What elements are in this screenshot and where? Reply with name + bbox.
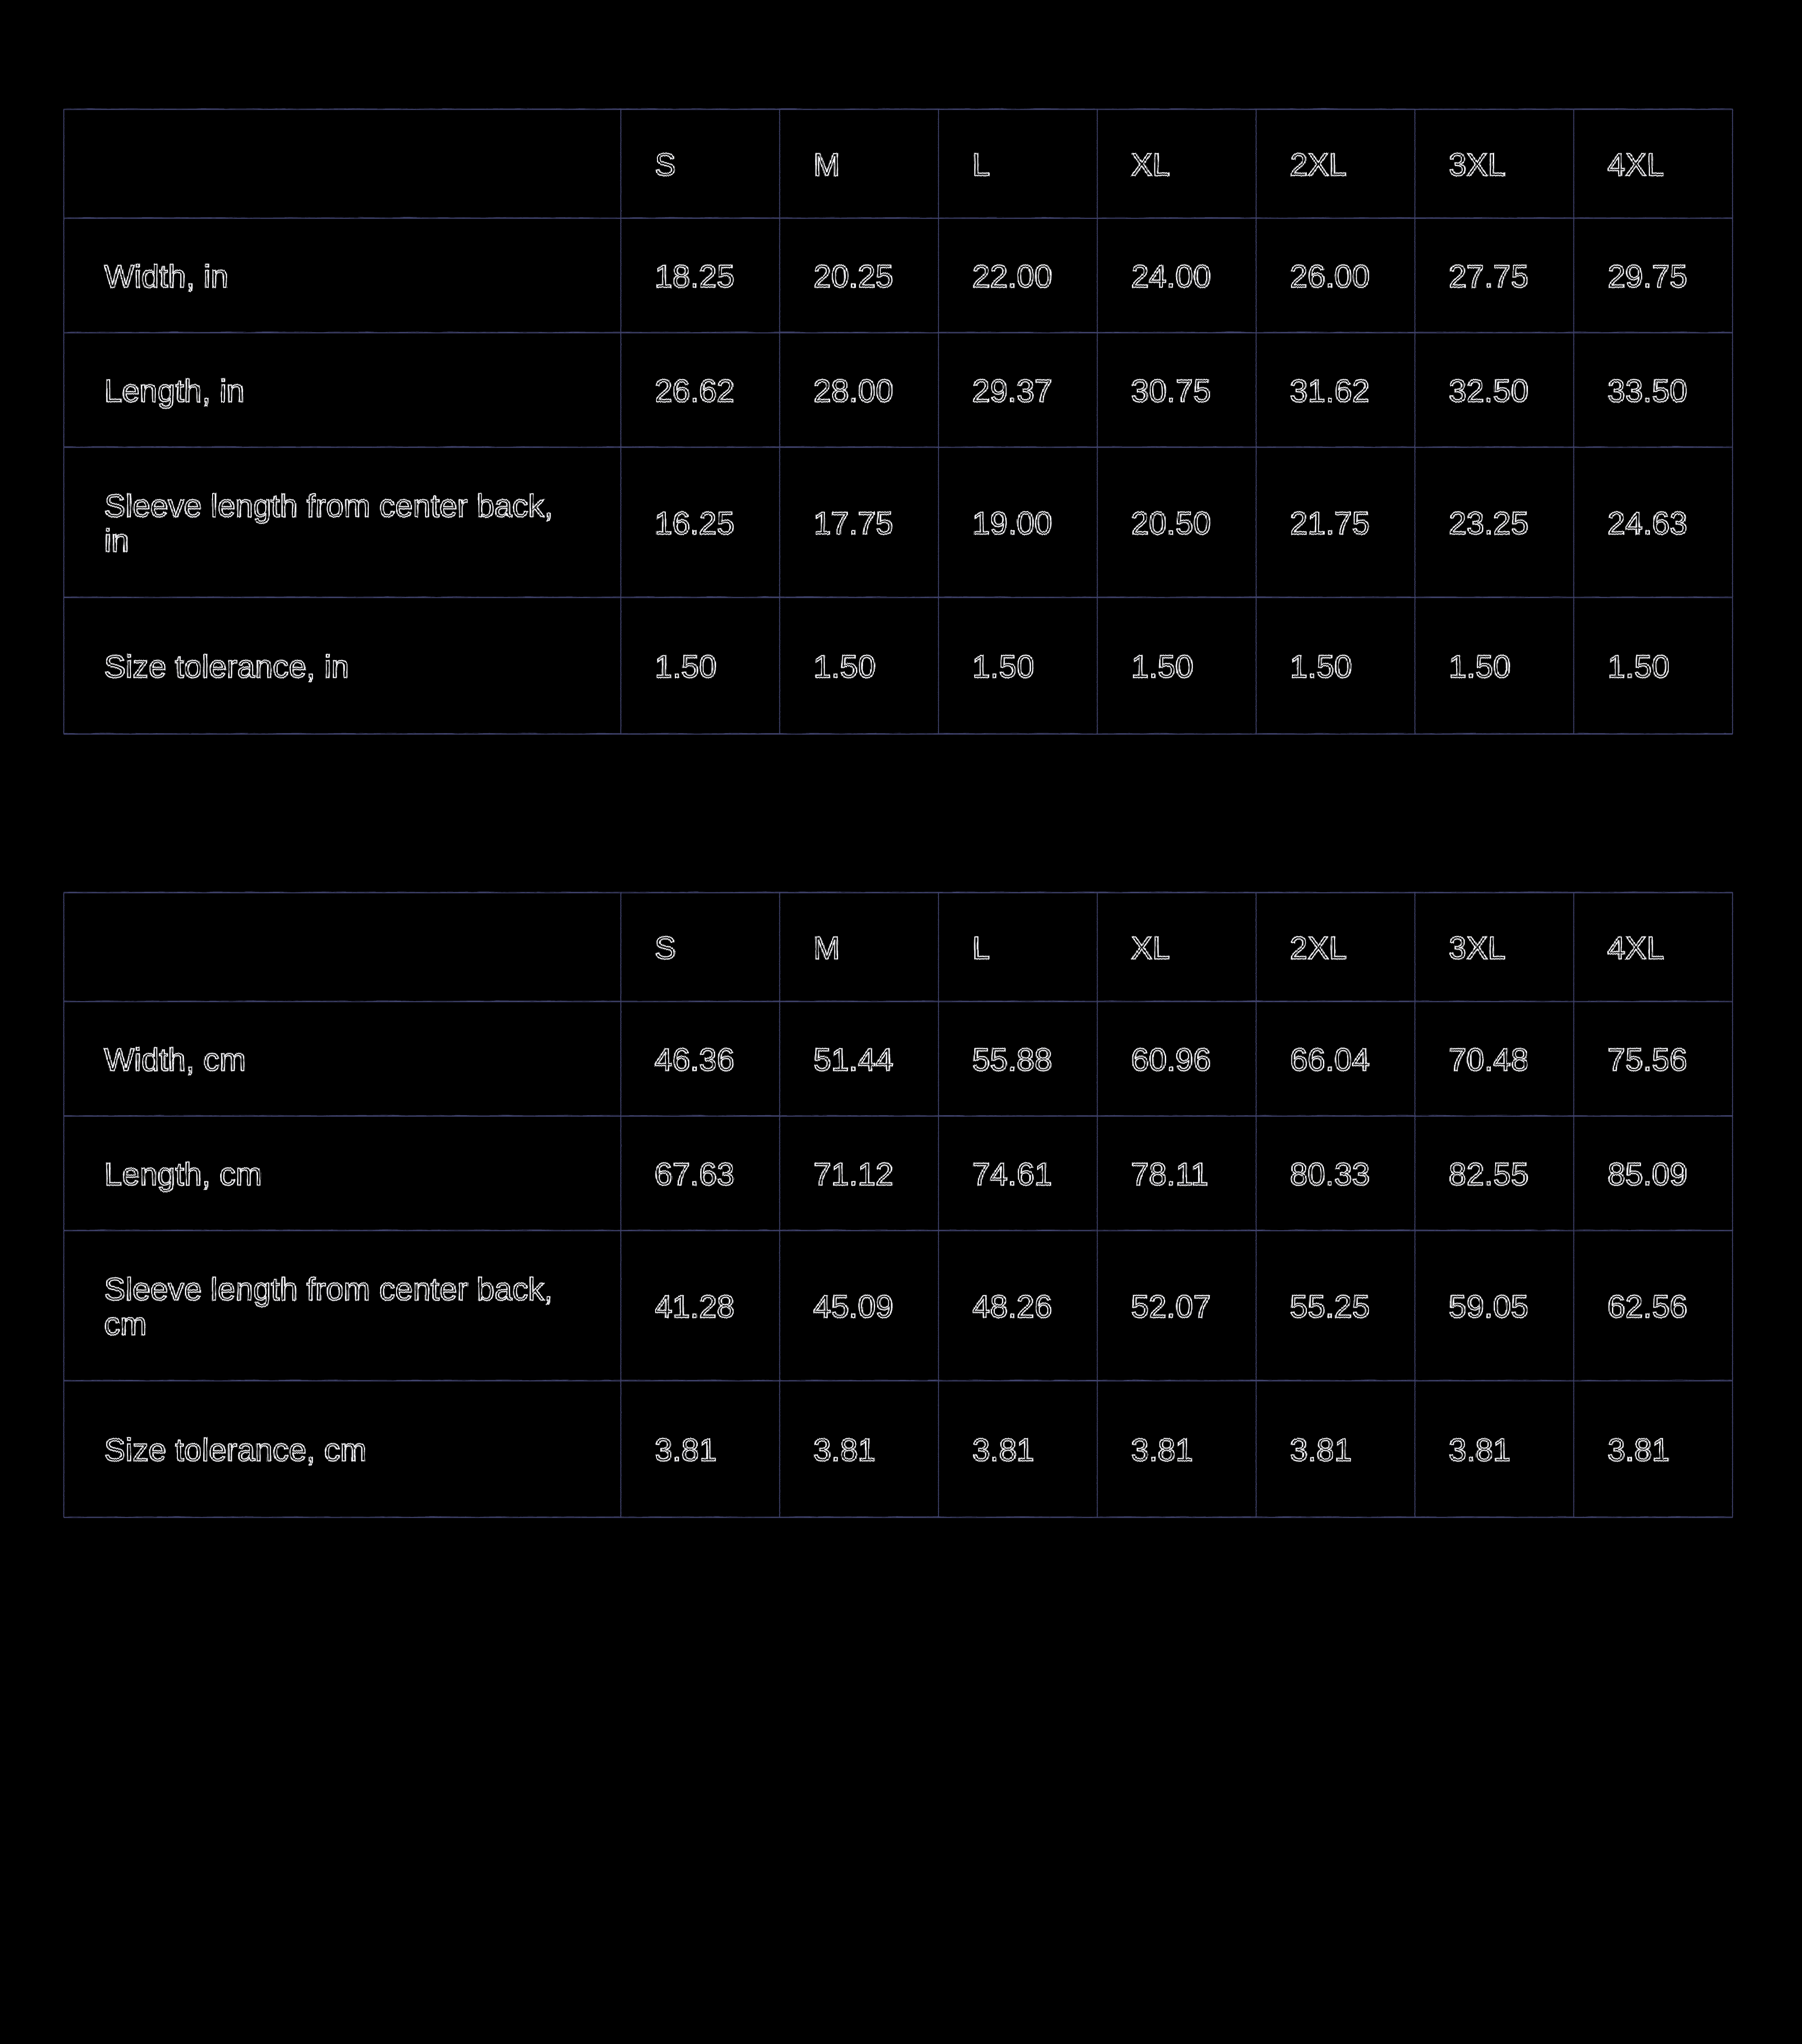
svg-text:41.28: 41.28 [655, 1289, 734, 1324]
svg-text:Size tolerance, cm: Size tolerance, cm [104, 1432, 367, 1468]
svg-text:3.81: 3.81 [972, 1432, 1034, 1468]
svg-text:1.50: 1.50 [655, 649, 717, 685]
svg-text:60.96: 60.96 [1131, 1042, 1211, 1078]
svg-text:S: S [655, 147, 676, 183]
svg-text:L: L [972, 147, 990, 183]
svg-text:1.50: 1.50 [1290, 649, 1352, 685]
svg-text:33.50: 33.50 [1608, 373, 1687, 409]
svg-text:27.75: 27.75 [1449, 259, 1528, 294]
svg-text:Size tolerance, in: Size tolerance, in [104, 649, 349, 685]
svg-text:70.48: 70.48 [1449, 1042, 1528, 1078]
svg-text:55.25: 55.25 [1290, 1289, 1370, 1324]
svg-text:22.00: 22.00 [972, 259, 1052, 294]
svg-text:48.26: 48.26 [972, 1289, 1052, 1324]
svg-text:Sleeve length from center back: Sleeve length from center back, [104, 1271, 553, 1307]
svg-text:30.75: 30.75 [1131, 373, 1211, 409]
svg-text:24.63: 24.63 [1608, 505, 1687, 541]
svg-text:in: in [104, 523, 129, 559]
svg-text:1.50: 1.50 [813, 649, 875, 685]
svg-text:46.36: 46.36 [655, 1042, 734, 1078]
svg-text:L: L [972, 930, 990, 966]
svg-text:45.09: 45.09 [813, 1289, 893, 1324]
svg-text:3.81: 3.81 [1290, 1432, 1352, 1468]
svg-text:75.56: 75.56 [1608, 1042, 1687, 1078]
svg-text:4XL: 4XL [1608, 147, 1665, 183]
svg-text:71.12: 71.12 [813, 1156, 893, 1192]
svg-text:Length, cm: Length, cm [104, 1156, 262, 1192]
svg-text:21.75: 21.75 [1290, 505, 1370, 541]
svg-text:19.00: 19.00 [972, 505, 1052, 541]
svg-text:52.07: 52.07 [1131, 1289, 1211, 1324]
svg-text:67.63: 67.63 [655, 1156, 734, 1192]
svg-text:3.81: 3.81 [655, 1432, 717, 1468]
svg-text:1.50: 1.50 [1608, 649, 1670, 685]
svg-text:17.75: 17.75 [813, 505, 893, 541]
svg-text:Width, cm: Width, cm [104, 1042, 246, 1078]
svg-text:4XL: 4XL [1608, 930, 1665, 966]
svg-text:3.81: 3.81 [813, 1432, 875, 1468]
svg-text:31.62: 31.62 [1290, 373, 1370, 409]
svg-text:20.25: 20.25 [813, 259, 893, 294]
svg-text:Width, in: Width, in [104, 259, 229, 294]
svg-text:59.05: 59.05 [1449, 1289, 1528, 1324]
svg-text:74.61: 74.61 [972, 1156, 1052, 1192]
svg-text:78.11: 78.11 [1131, 1156, 1208, 1192]
svg-text:cm: cm [104, 1306, 147, 1342]
svg-text:82.55: 82.55 [1449, 1156, 1528, 1192]
svg-text:18.25: 18.25 [655, 259, 734, 294]
svg-text:3XL: 3XL [1449, 930, 1505, 966]
svg-text:26.62: 26.62 [655, 373, 734, 409]
svg-text:M: M [813, 930, 840, 966]
svg-text:62.56: 62.56 [1608, 1289, 1687, 1324]
svg-text:1.50: 1.50 [1131, 649, 1193, 685]
svg-text:20.50: 20.50 [1131, 505, 1211, 541]
svg-text:24.00: 24.00 [1131, 259, 1211, 294]
svg-text:Length, in: Length, in [104, 373, 244, 409]
svg-text:1.50: 1.50 [1449, 649, 1511, 685]
svg-text:85.09: 85.09 [1608, 1156, 1687, 1192]
svg-text:2XL: 2XL [1290, 930, 1347, 966]
svg-text:Sleeve length from center back: Sleeve length from center back, [104, 488, 553, 524]
svg-text:80.33: 80.33 [1290, 1156, 1370, 1192]
svg-text:26.00: 26.00 [1290, 259, 1370, 294]
svg-text:55.88: 55.88 [972, 1042, 1052, 1078]
svg-text:XL: XL [1131, 147, 1170, 183]
svg-text:28.00: 28.00 [813, 373, 893, 409]
svg-text:29.37: 29.37 [972, 373, 1052, 409]
svg-text:3.81: 3.81 [1608, 1432, 1670, 1468]
svg-text:32.50: 32.50 [1449, 373, 1528, 409]
svg-text:3.81: 3.81 [1131, 1432, 1193, 1468]
svg-text:66.04: 66.04 [1290, 1042, 1370, 1078]
svg-text:1.50: 1.50 [972, 649, 1034, 685]
svg-text:S: S [655, 930, 676, 966]
svg-text:23.25: 23.25 [1449, 505, 1528, 541]
svg-text:29.75: 29.75 [1608, 259, 1687, 294]
svg-text:M: M [813, 147, 840, 183]
svg-text:XL: XL [1131, 930, 1170, 966]
svg-text:51.44: 51.44 [813, 1042, 893, 1078]
svg-text:3.81: 3.81 [1449, 1432, 1511, 1468]
svg-text:3XL: 3XL [1449, 147, 1505, 183]
svg-text:2XL: 2XL [1290, 147, 1347, 183]
svg-text:16.25: 16.25 [655, 505, 734, 541]
